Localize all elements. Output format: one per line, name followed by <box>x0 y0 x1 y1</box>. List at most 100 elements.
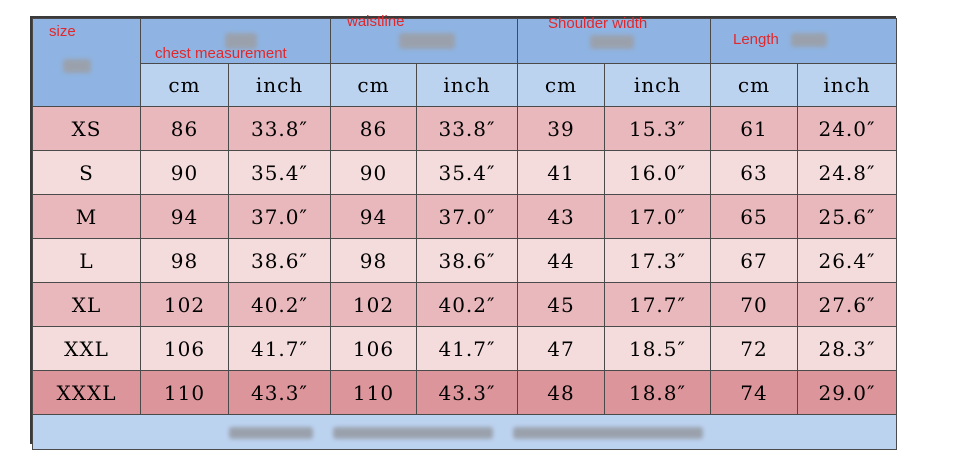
chest-inch-cell: 40.2″ <box>228 282 331 327</box>
chest-cm-cell: 102 <box>140 282 229 327</box>
shoulder-cm-cell: 43 <box>517 194 605 239</box>
blurred-text <box>333 427 493 439</box>
table-row: L 98 38.6″ 98 38.6″ 44 17.3″ 67 26.4″ <box>32 238 897 283</box>
shoulder-inch-cell: 17.0″ <box>604 194 711 239</box>
chest-cm-cell: 110 <box>140 370 229 415</box>
length-cm-cell: 65 <box>710 194 798 239</box>
shoulder-cm-cell: 39 <box>517 106 605 151</box>
waist-header-label: waistline <box>347 13 405 30</box>
unit-cm: cm <box>140 63 229 107</box>
unit-inch: inch <box>797 63 897 107</box>
size-cell: XXXL <box>32 370 141 415</box>
table-row: S 90 35.4″ 90 35.4″ 41 16.0″ 63 24.8″ <box>32 150 897 195</box>
unit-cm: cm <box>710 63 798 107</box>
footer-note-cell <box>32 414 897 450</box>
waist-inch-cell: 40.2″ <box>416 282 518 327</box>
length-inch-cell: 27.6″ <box>797 282 897 327</box>
size-cell: S <box>32 150 141 195</box>
length-cm-cell: 61 <box>710 106 798 151</box>
waist-cm-cell: 110 <box>330 370 417 415</box>
chest-inch-cell: 43.3″ <box>228 370 331 415</box>
length-cm-cell: 63 <box>710 150 798 195</box>
waist-inch-cell: 37.0″ <box>416 194 518 239</box>
blurred-text <box>590 35 634 49</box>
chest-inch-cell: 41.7″ <box>228 326 331 371</box>
waist-cm-cell: 90 <box>330 150 417 195</box>
length-cm-cell: 72 <box>710 326 798 371</box>
waist-cm-cell: 102 <box>330 282 417 327</box>
chest-cm-cell: 94 <box>140 194 229 239</box>
length-cm-cell: 74 <box>710 370 798 415</box>
header-row: size chest measurement waistline Shoulde… <box>32 13 897 107</box>
waist-inch-cell: 33.8″ <box>416 106 518 151</box>
chest-header-label: chest measurement <box>155 45 287 62</box>
shoulder-cm-cell: 47 <box>517 326 605 371</box>
size-cell: L <box>32 238 141 283</box>
footer-row <box>32 414 897 450</box>
shoulder-inch-cell: 18.8″ <box>604 370 711 415</box>
shoulder-inch-cell: 16.0″ <box>604 150 711 195</box>
size-cell: XXL <box>32 326 141 371</box>
table-row: XL 102 40.2″ 102 40.2″ 45 17.7″ 70 27.6″ <box>32 282 897 327</box>
waist-cm-cell: 94 <box>330 194 417 239</box>
chest-inch-cell: 35.4″ <box>228 150 331 195</box>
chest-cm-cell: 90 <box>140 150 229 195</box>
shoulder-cm-cell: 48 <box>517 370 605 415</box>
table-row: XS 86 33.8″ 86 33.8″ 39 15.3″ 61 24.0″ <box>32 106 897 151</box>
shoulder-inch-cell: 18.5″ <box>604 326 711 371</box>
shoulder-cm-cell: 44 <box>517 238 605 283</box>
unit-cm: cm <box>517 63 605 107</box>
size-cell: XL <box>32 282 141 327</box>
waist-inch-cell: 35.4″ <box>416 150 518 195</box>
waist-cm-cell: 98 <box>330 238 417 283</box>
chest-header-cell: chest measurement <box>140 18 331 64</box>
shoulder-inch-cell: 17.7″ <box>604 282 711 327</box>
unit-cm: cm <box>330 63 417 107</box>
chest-cm-cell: 98 <box>140 238 229 283</box>
blurred-text <box>63 59 91 73</box>
size-header-cell: size <box>32 18 141 107</box>
unit-row: cm inch cm inch cm inch cm inch <box>33 63 897 107</box>
length-header-label: Length <box>733 31 779 48</box>
unit-inch: inch <box>604 63 711 107</box>
waist-inch-cell: 41.7″ <box>416 326 518 371</box>
length-inch-cell: 26.4″ <box>797 238 897 283</box>
size-header-label: size <box>49 23 76 40</box>
chest-cm-cell: 106 <box>140 326 229 371</box>
length-header-cell: Length <box>710 18 897 64</box>
length-inch-cell: 25.6″ <box>797 194 897 239</box>
blurred-text <box>513 427 703 439</box>
size-cell: M <box>32 194 141 239</box>
shoulder-inch-cell: 17.3″ <box>604 238 711 283</box>
length-inch-cell: 24.8″ <box>797 150 897 195</box>
waist-inch-cell: 38.6″ <box>416 238 518 283</box>
chest-inch-cell: 38.6″ <box>228 238 331 283</box>
table-row: XXL 106 41.7″ 106 41.7″ 47 18.5″ 72 28.3… <box>32 326 897 371</box>
blurred-text <box>791 33 827 47</box>
size-cell: XS <box>32 106 141 151</box>
length-inch-cell: 24.0″ <box>797 106 897 151</box>
length-cm-cell: 67 <box>710 238 798 283</box>
shoulder-header-label: Shoulder width <box>548 15 648 32</box>
blurred-text <box>229 427 313 439</box>
shoulder-cm-cell: 41 <box>517 150 605 195</box>
waist-cm-cell: 106 <box>330 326 417 371</box>
chest-inch-cell: 33.8″ <box>228 106 331 151</box>
size-table: size chest measurement waistline Shoulde… <box>32 13 897 450</box>
length-inch-cell: 28.3″ <box>797 326 897 371</box>
chest-inch-cell: 37.0″ <box>228 194 331 239</box>
shoulder-inch-cell: 15.3″ <box>604 106 711 151</box>
unit-inch: inch <box>228 63 331 107</box>
blurred-text <box>225 33 257 49</box>
table-row: M 94 37.0″ 94 37.0″ 43 17.0″ 65 25.6″ <box>32 194 897 239</box>
shoulder-cm-cell: 45 <box>517 282 605 327</box>
blurred-text <box>399 33 455 49</box>
waist-header-cell: waistline <box>330 13 518 64</box>
chest-cm-cell: 86 <box>140 106 229 151</box>
waist-cm-cell: 86 <box>330 106 417 151</box>
table-row: XXXL 110 43.3″ 110 43.3″ 48 18.8″ 74 29.… <box>32 370 897 415</box>
length-inch-cell: 29.0″ <box>797 370 897 415</box>
size-chart: size chest measurement waistline Shoulde… <box>30 13 897 450</box>
shoulder-header-cell: Shoulder width <box>517 15 711 64</box>
waist-inch-cell: 43.3″ <box>416 370 518 415</box>
